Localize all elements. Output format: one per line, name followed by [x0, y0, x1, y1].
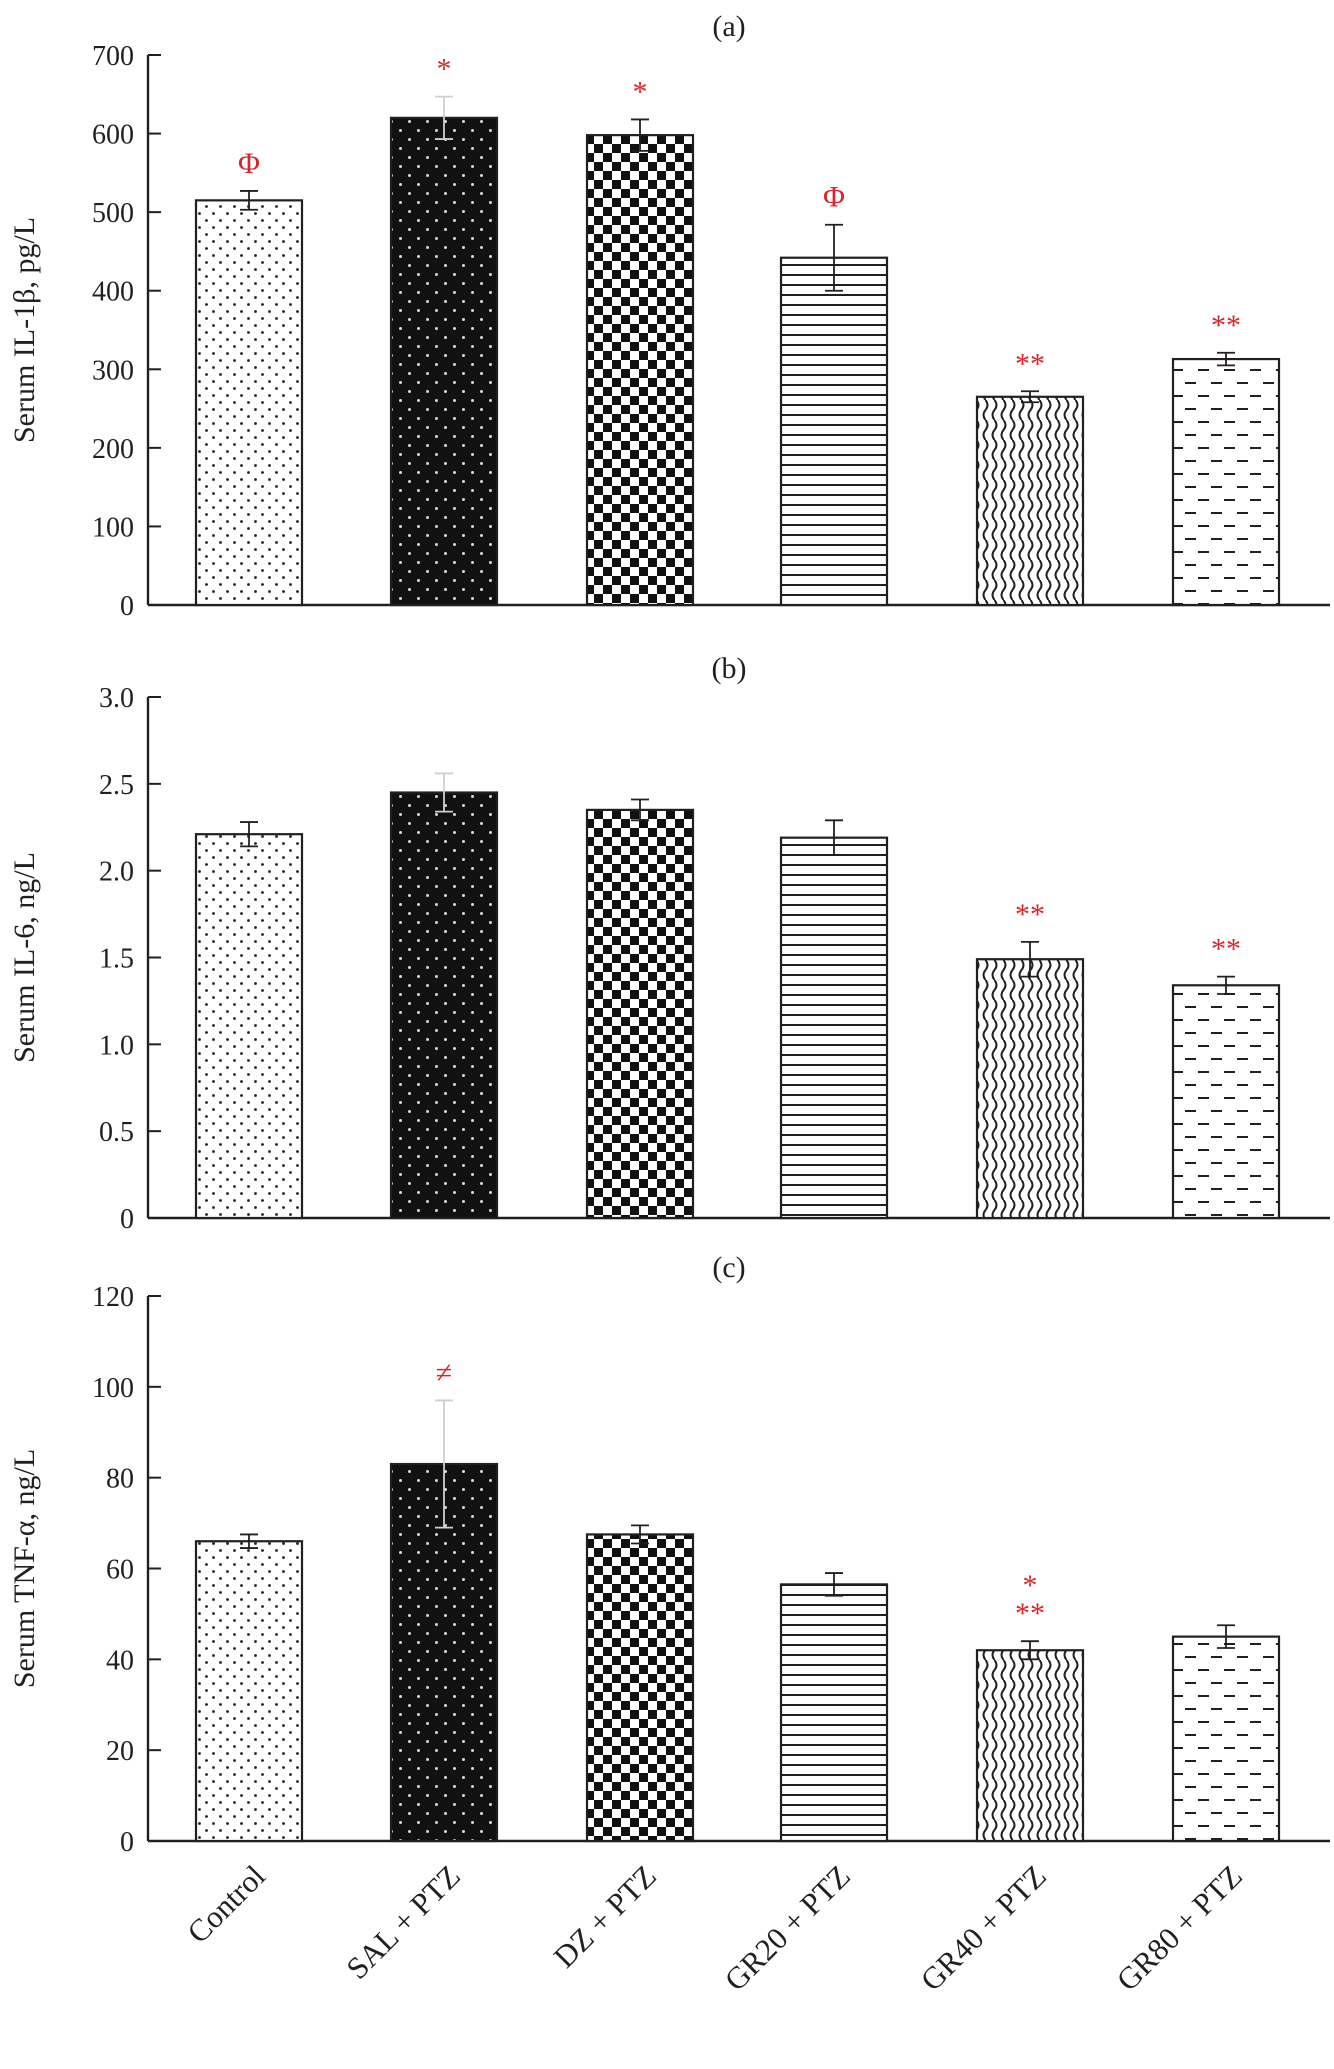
bar-sal-ptz: [389, 116, 499, 607]
y-tick-label: 200: [92, 434, 134, 465]
y-tick-label: 100: [92, 1373, 134, 1404]
bar-gr20-ptz: [779, 256, 889, 607]
bar-gr80-ptz: [1171, 357, 1281, 607]
y-tick-label: 80: [106, 1464, 134, 1495]
significance-mark: Φ: [823, 181, 845, 214]
chart-panel-c: 0 20 40 60 80 100 120 (c) Serum TNF-α, ng/L ≠ ***: [8, 1251, 1330, 1858]
significance-mark: **: [1015, 1597, 1045, 1630]
chart-panel-b: 0 0.5 1.0 1.5 2.0 2.5 3.0 (b) Serum IL-6, ng/L **…: [8, 652, 1330, 1235]
y-tick-label: 1.5: [99, 944, 134, 975]
y-tick-label: 20: [106, 1736, 134, 1767]
bar-dz-ptz: [585, 134, 695, 607]
x-category-label: DZ + PTZ: [547, 1858, 663, 1974]
significance-mark: **: [1211, 933, 1241, 966]
significance-mark: **: [1015, 347, 1045, 380]
bar-gr40-ptz: [975, 1649, 1085, 1843]
panel-title: (c): [712, 1251, 745, 1284]
significance-mark: ≠: [436, 1356, 452, 1389]
panel-title: (b): [712, 652, 747, 685]
bar-control: [194, 833, 304, 1220]
significance-mark: *: [437, 53, 452, 86]
y-tick-label: 2.0: [99, 857, 134, 888]
bar-gr80-ptz: [1171, 984, 1281, 1220]
bar-control: [194, 199, 304, 607]
y-tick-label: 100: [92, 512, 134, 543]
significance-mark: Φ: [238, 147, 260, 180]
y-tick-label: 2.5: [99, 770, 134, 801]
y-tick-label: 0: [120, 1827, 134, 1858]
x-category-label: GR80 + PTZ: [1110, 1858, 1249, 1997]
x-category-label: GR40 + PTZ: [914, 1858, 1053, 1997]
y-tick-label: 60: [106, 1555, 134, 1586]
significance-mark: *: [633, 75, 648, 108]
bar-dz-ptz: [585, 1533, 695, 1843]
significance-mark: **: [1211, 309, 1241, 342]
panel-title: (a): [712, 10, 745, 43]
bar-gr40-ptz: [975, 395, 1085, 607]
bar-sal-ptz: [389, 791, 499, 1220]
y-tick-label: 1.0: [99, 1030, 134, 1061]
x-category-label: Control: [180, 1858, 272, 1950]
bar-gr20-ptz: [779, 836, 889, 1220]
y-tick-label: 40: [106, 1645, 134, 1676]
y-tick-label: 3.0: [99, 683, 134, 714]
significance-mark: *: [1023, 1569, 1038, 1602]
y-tick-label: 0.5: [99, 1117, 134, 1148]
y-axis-title: Serum IL-6, ng/L: [8, 852, 41, 1063]
bar-dz-ptz: [585, 808, 695, 1220]
y-tick-label: 500: [92, 198, 134, 229]
y-axis-title: Serum TNF-α, ng/L: [8, 1449, 41, 1688]
y-tick-label: 300: [92, 355, 134, 386]
y-tick-label: 600: [92, 120, 134, 151]
y-tick-label: 0: [120, 1204, 134, 1235]
bar-control: [194, 1540, 304, 1843]
bar-gr40-ptz: [975, 958, 1085, 1220]
y-axis-title: Serum IL-1β, pg/L: [8, 217, 41, 443]
bar-gr20-ptz: [779, 1583, 889, 1843]
bar-gr80-ptz: [1171, 1635, 1281, 1843]
y-tick-label: 0: [120, 591, 134, 622]
x-category-label: GR20 + PTZ: [718, 1858, 857, 1997]
y-tick-label: 700: [92, 41, 134, 72]
y-tick-label: 120: [92, 1282, 134, 1313]
y-tick-label: 400: [92, 277, 134, 308]
significance-mark: **: [1015, 898, 1045, 931]
x-category-label: SAL + PTZ: [339, 1858, 467, 1986]
chart-panel-a: 0 100 200 300 400 500 600 700 (a) Serum IL-1β, pg…: [8, 10, 1330, 622]
